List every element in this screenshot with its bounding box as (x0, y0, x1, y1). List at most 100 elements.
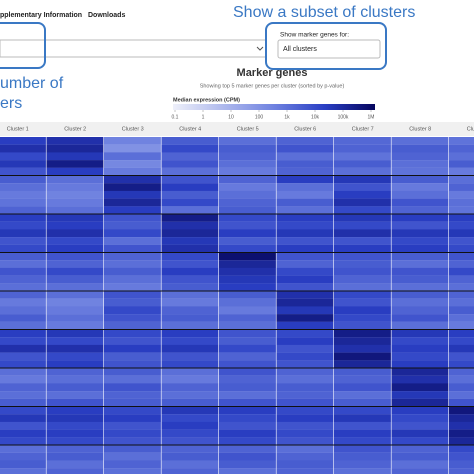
heatmap-cell (161, 137, 219, 145)
heatmap-cell (46, 375, 104, 384)
heatmap-cell (219, 429, 276, 438)
column-label: Cluster 5 (237, 126, 259, 132)
legend-tick-label: 100k (338, 114, 349, 120)
heatmap-cell (276, 144, 334, 153)
heatmap-cell (0, 445, 46, 453)
heatmap-cell (46, 221, 104, 230)
heatmap-cell (276, 383, 334, 392)
heatmap-cell (161, 283, 219, 292)
heatmap-cell (449, 329, 474, 338)
nav-item[interactable]: Downloads (88, 12, 125, 19)
heatmap-cell (46, 275, 104, 284)
legend-tick-label: 1 (202, 114, 205, 120)
heatmap-cell (219, 368, 276, 376)
heatmap-cell (334, 321, 391, 330)
heatmap-cell (104, 198, 161, 207)
heatmap-cell (161, 414, 219, 422)
heatmap-cell (391, 160, 449, 168)
heatmap-cell (391, 337, 449, 345)
heatmap-cell (219, 137, 276, 145)
heatmap-cell (334, 198, 391, 207)
heatmap-cell (334, 167, 391, 176)
cluster-select[interactable] (277, 39, 381, 59)
heatmap-cell (391, 267, 449, 276)
heatmap-cell (449, 244, 474, 253)
heatmap-cell (276, 260, 334, 268)
heatmap-cell (0, 160, 46, 168)
heatmap-cell (276, 429, 334, 438)
heatmap-cell (0, 291, 46, 299)
heatmap-cell (219, 252, 276, 261)
heatmap-cell (334, 183, 391, 191)
annotation: umber of (0, 75, 64, 92)
heatmap-cell (219, 314, 276, 322)
heatmap-cell (46, 421, 104, 430)
column-label: Cluster 9 (467, 126, 474, 132)
heatmap-cell (449, 137, 474, 145)
heatmap-cell (161, 452, 219, 461)
heatmap-cell (104, 468, 161, 474)
heatmap-cell (219, 229, 276, 238)
heatmap-cell (391, 344, 449, 353)
heatmap-cell (0, 437, 46, 446)
heatmap-cell (391, 429, 449, 438)
annotation: ers (0, 95, 22, 112)
heatmap-cell (46, 337, 104, 345)
heatmap-cell (0, 468, 46, 474)
heatmap-cell (449, 445, 474, 453)
heatmap-cell (334, 260, 391, 268)
legend-tick-label: 0.1 (172, 114, 179, 120)
heatmap-cell (46, 214, 104, 222)
heatmap-cell (449, 237, 474, 245)
heatmap-cell (104, 229, 161, 238)
heatmap-cell (104, 321, 161, 330)
heatmap-cell (219, 244, 276, 253)
heatmap-cell (161, 360, 219, 369)
heatmap-cell (449, 198, 474, 207)
column-label: Cluster 3 (122, 126, 144, 132)
heatmap-cell (104, 421, 161, 430)
heatmap-cell (449, 460, 474, 469)
heatmap-cell (0, 314, 46, 322)
heatmap-cell (219, 221, 276, 230)
heatmap-cell (334, 152, 391, 161)
heatmap-cell (161, 244, 219, 253)
heatmap-cell (449, 344, 474, 353)
heatmap-cell (46, 267, 104, 276)
heatmap-cell (276, 198, 334, 207)
heatmap-cell (391, 137, 449, 145)
heatmap-cell (219, 306, 276, 315)
heatmap-cell (104, 221, 161, 230)
heatmap-cell (0, 206, 46, 215)
heatmap-cell (161, 237, 219, 245)
heatmap-cell (104, 344, 161, 353)
heatmap-cell (46, 452, 104, 461)
heatmap-cell (0, 344, 46, 353)
heatmap-cell (104, 352, 161, 361)
heatmap-cell (161, 337, 219, 345)
heatmap-cell (161, 183, 219, 191)
heatmap-cell (161, 206, 219, 215)
heatmap-cell (219, 144, 276, 153)
heatmap-cell (104, 437, 161, 446)
heatmap-cell (219, 391, 276, 399)
heatmap-cell (0, 398, 46, 407)
heatmap-cell (276, 352, 334, 361)
heatmap-cell (391, 190, 449, 199)
heatmap-cell (161, 352, 219, 361)
nav-item[interactable]: pplementary Information (0, 12, 82, 19)
heatmap-cell (161, 198, 219, 207)
heatmap-cell (334, 291, 391, 299)
heatmap-cell (391, 398, 449, 407)
heatmap-cell (334, 429, 391, 438)
heatmap-cell (334, 214, 391, 222)
heatmap-cell (104, 244, 161, 253)
heatmap-cell (449, 437, 474, 446)
dropdown[interactable] (0, 39, 267, 58)
heatmap-cell (161, 314, 219, 322)
heatmap-cell (104, 291, 161, 299)
heatmap-cell (104, 414, 161, 422)
heatmap-cell (46, 198, 104, 207)
heatmap-cell (46, 406, 104, 415)
